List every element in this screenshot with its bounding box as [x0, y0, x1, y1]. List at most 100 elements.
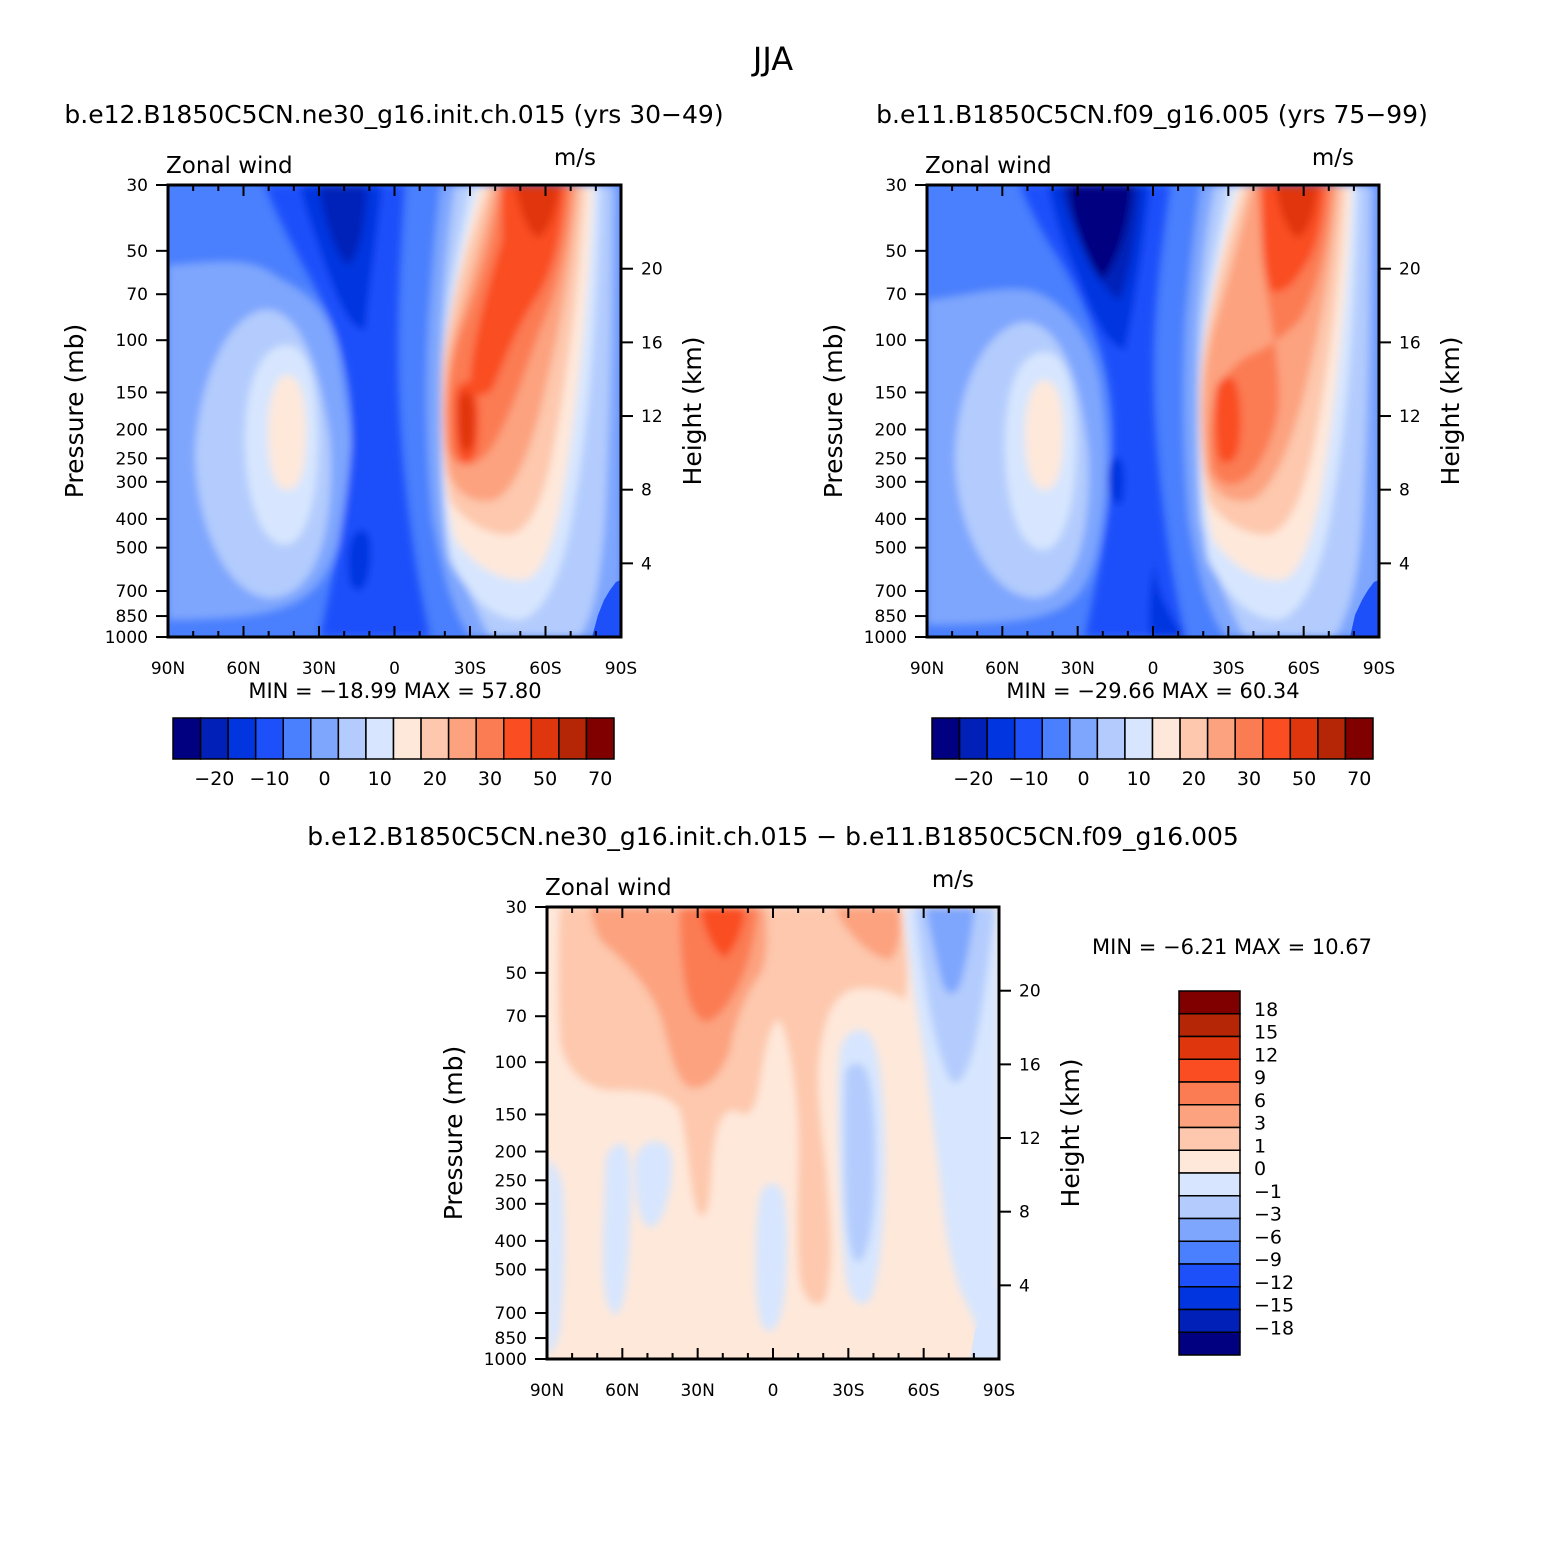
y-tick-label: 100 [495, 1053, 527, 1073]
contour-field [547, 907, 999, 1359]
colorbar-box [199, 717, 229, 760]
contour-region [835, 907, 901, 960]
panel-top-left [168, 185, 621, 637]
panel-top-right [927, 185, 1379, 637]
y-tick-label: 400 [116, 510, 148, 530]
colorbar-box [1013, 717, 1043, 760]
colorbar-box [282, 717, 312, 760]
x-tick-label: 30N [302, 659, 336, 679]
y-tick-label: 70 [505, 1007, 527, 1027]
colorbar-box [172, 717, 202, 760]
y-right-tick-label: 16 [1399, 333, 1421, 353]
min-max-label: MIN = −6.21 MAX = 10.67 [1092, 935, 1372, 959]
y-right-tick-label: 20 [641, 260, 663, 280]
colorbar-box [1178, 1013, 1241, 1038]
corner-label-units: m/s [1312, 145, 1354, 171]
subtitle-top-left: b.e12.B1850C5CN.ne30_g16.init.ch.015 (yr… [64, 100, 723, 129]
colorbar-label: 10 [1127, 768, 1151, 790]
colorbar-box [1234, 717, 1264, 760]
y-axis-label: Pressure (mb) [439, 1046, 468, 1220]
colorbar-label: 70 [1347, 768, 1371, 790]
y-axis-label: Pressure (mb) [819, 324, 848, 498]
y-tick-label: 500 [495, 1261, 527, 1281]
y-tick-label: 1000 [105, 628, 148, 648]
colorbar-box [558, 717, 588, 760]
x-tick-label: 0 [1148, 659, 1159, 679]
colorbar-box [337, 717, 367, 760]
colorbar-box [1178, 1331, 1241, 1356]
colorbar-label: 0 [319, 768, 331, 790]
colorbar-box [958, 717, 988, 760]
x-tick-label: 90S [605, 659, 637, 679]
colorbar-label: 70 [588, 768, 612, 790]
contour-region [634, 1141, 672, 1228]
x-tick-label: 90S [1363, 659, 1395, 679]
colorbar-label: −9 [1254, 1249, 1282, 1271]
colorbar-label: 3 [1254, 1113, 1266, 1135]
surface-fringe [1350, 580, 1379, 637]
colorbar-box [1317, 717, 1347, 760]
subtitle-bottom: b.e12.B1850C5CN.ne30_g16.init.ch.015 − b… [307, 822, 1239, 851]
colorbar-label: 30 [478, 768, 502, 790]
contour-region [602, 1143, 632, 1315]
surface-fringe [970, 1285, 999, 1359]
colorbar-label: 50 [533, 768, 557, 790]
colorbar-label: 20 [423, 768, 447, 790]
y-tick-label: 250 [116, 449, 148, 469]
y-axis-label: Pressure (mb) [60, 324, 89, 498]
x-tick-label: 90N [530, 1381, 564, 1401]
colorbar-box [1179, 717, 1209, 760]
y-tick-label: 500 [116, 539, 148, 559]
colorbar-box [1344, 717, 1374, 760]
colorbar-box [585, 717, 615, 760]
y-tick-label: 30 [505, 898, 527, 918]
y-tick-label: 700 [875, 582, 907, 602]
y-right-tick-label: 20 [1399, 260, 1421, 280]
axes-overlays: 90N 60N 30N 0 30S 60S 90S305070100150200250300… [60, 145, 1465, 1401]
colorbar-box [392, 717, 422, 760]
y-tick-label: 100 [875, 331, 907, 351]
colorbar-box [1096, 717, 1126, 760]
corner-label-units: m/s [554, 145, 596, 171]
x-tick-label: 0 [768, 1381, 779, 1401]
colorbar-label: −6 [1254, 1226, 1282, 1248]
colorbar-box [1124, 717, 1154, 760]
y-tick-label: 30 [126, 176, 148, 196]
y-tick-label: 50 [505, 964, 527, 984]
y-tick-label: 850 [875, 607, 907, 627]
y-right-tick-label: 4 [1399, 554, 1410, 574]
colorbar-label: 0 [1254, 1158, 1266, 1180]
y-right-tick-label: 8 [1399, 481, 1410, 501]
y-tick-label: 400 [495, 1232, 527, 1252]
colorbar-box [1178, 1149, 1241, 1174]
y-tick-label: 300 [875, 473, 907, 493]
colorbar-box [254, 717, 284, 760]
x-tick-label: 90S [983, 1381, 1015, 1401]
y-right-tick-label: 16 [641, 333, 663, 353]
colorbar-box [475, 717, 505, 760]
contour-region [1215, 377, 1241, 463]
colorbar-label: 50 [1292, 768, 1316, 790]
y-tick-label: 50 [885, 242, 907, 262]
y-right-tick-label: 12 [1399, 407, 1421, 427]
contour-region [348, 530, 371, 591]
contour-region [1108, 457, 1125, 505]
colorbar-box [310, 717, 340, 760]
x-tick-label: 60S [907, 1381, 939, 1401]
colorbar-box [1178, 1195, 1241, 1220]
y-right-tick-label: 4 [641, 554, 652, 574]
contour-region [547, 1160, 565, 1355]
y-tick-label: 150 [495, 1105, 527, 1125]
contour-region [1149, 560, 1185, 637]
colorbar-box [365, 717, 395, 760]
y-tick-label: 300 [116, 473, 148, 493]
y-tick-label: 250 [495, 1171, 527, 1191]
colorbar-label: 20 [1182, 768, 1206, 790]
colorbar-label: −20 [953, 768, 993, 790]
colorbar-label: −1 [1254, 1181, 1282, 1203]
colorbar-box [986, 717, 1016, 760]
colorbar-label: 0 [1078, 768, 1090, 790]
colorbar-box [1178, 1217, 1241, 1242]
y-tick-label: 1000 [484, 1350, 527, 1370]
contour-region [265, 185, 430, 637]
